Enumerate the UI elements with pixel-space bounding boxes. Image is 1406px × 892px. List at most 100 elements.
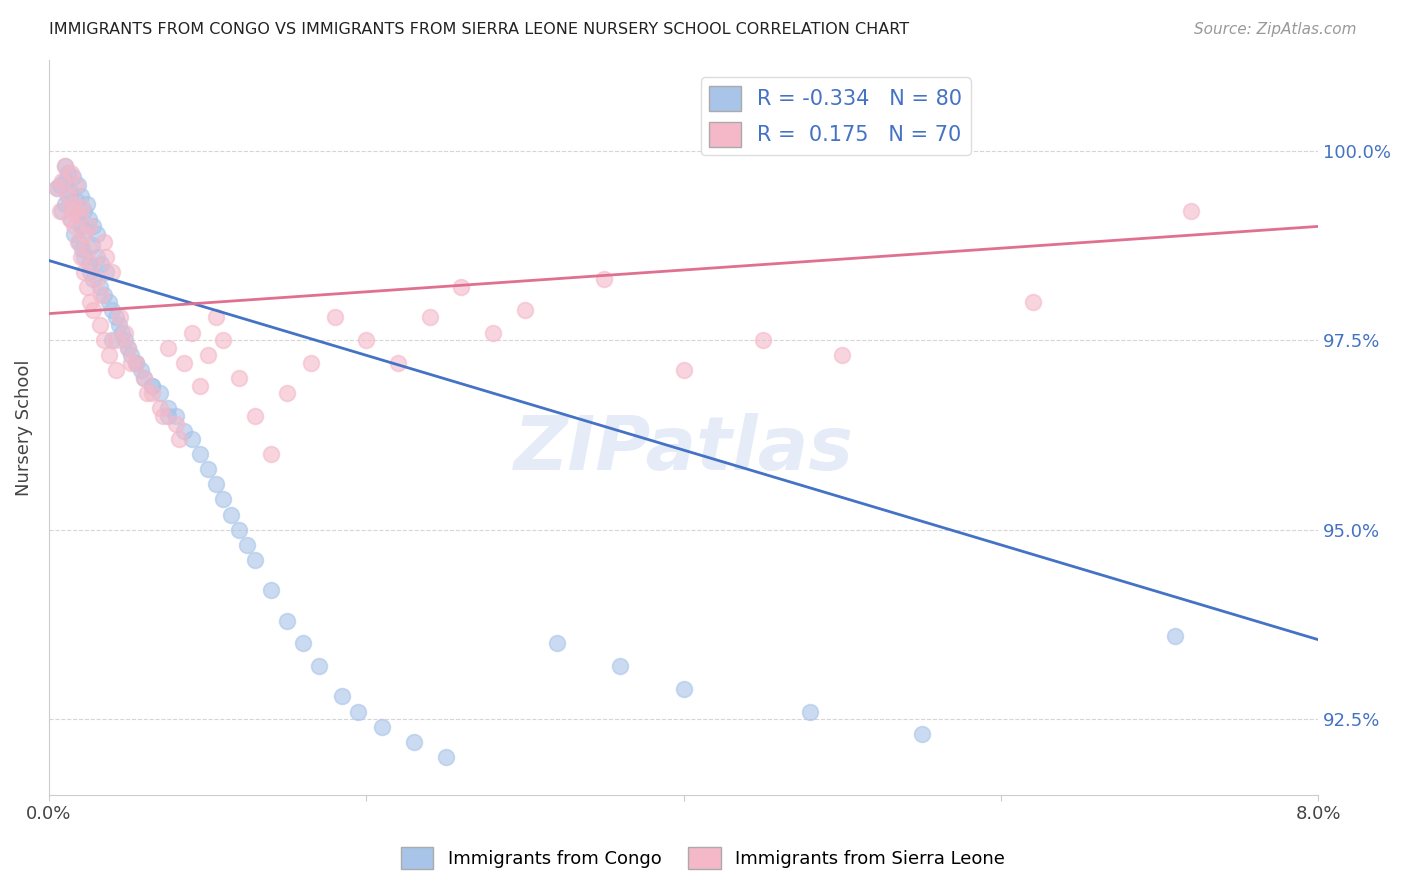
Point	[197, 462, 219, 476]
Point	[347, 705, 370, 719]
Point	[69, 250, 91, 264]
Point	[799, 705, 821, 719]
Text: Source: ZipAtlas.com: Source: ZipAtlas.com	[1194, 22, 1357, 37]
Point	[332, 690, 354, 704]
Point	[94, 265, 117, 279]
Point	[77, 219, 100, 234]
Point	[107, 318, 129, 332]
Point	[60, 211, 83, 226]
Point	[80, 238, 103, 252]
Point	[276, 614, 298, 628]
Point	[752, 333, 775, 347]
Point	[80, 257, 103, 271]
Point	[101, 265, 124, 279]
Point	[62, 204, 84, 219]
Point	[204, 477, 226, 491]
Point	[45, 181, 67, 195]
Point	[62, 170, 84, 185]
Point	[93, 235, 115, 249]
Point	[77, 242, 100, 256]
Point	[62, 196, 84, 211]
Point	[51, 204, 73, 219]
Point	[86, 272, 108, 286]
Point	[180, 432, 202, 446]
Point	[117, 341, 139, 355]
Point	[204, 310, 226, 325]
Point	[672, 681, 695, 696]
Point	[450, 280, 472, 294]
Point	[75, 223, 97, 237]
Point	[58, 186, 80, 200]
Point	[387, 356, 409, 370]
Point	[482, 326, 505, 340]
Point	[98, 295, 121, 310]
Point	[1164, 629, 1187, 643]
Point	[53, 196, 76, 211]
Point	[593, 272, 616, 286]
Point	[60, 166, 83, 180]
Point	[156, 401, 179, 416]
Point	[136, 386, 159, 401]
Point	[167, 432, 190, 446]
Point	[104, 363, 127, 377]
Point	[831, 348, 853, 362]
Point	[79, 265, 101, 279]
Point	[82, 219, 104, 234]
Point	[104, 310, 127, 325]
Point	[419, 310, 441, 325]
Point	[129, 363, 152, 377]
Point	[58, 211, 80, 226]
Point	[121, 348, 143, 362]
Point	[73, 250, 96, 264]
Point	[114, 326, 136, 340]
Point	[371, 720, 394, 734]
Point	[66, 178, 89, 192]
Point	[56, 166, 79, 180]
Point	[134, 371, 156, 385]
Point	[299, 356, 322, 370]
Point	[197, 348, 219, 362]
Point	[546, 636, 568, 650]
Point	[134, 371, 156, 385]
Point	[82, 302, 104, 317]
Point	[117, 341, 139, 355]
Point	[402, 735, 425, 749]
Point	[101, 302, 124, 317]
Point	[65, 178, 87, 192]
Point	[79, 295, 101, 310]
Point	[245, 409, 267, 423]
Point	[66, 235, 89, 249]
Point	[86, 227, 108, 241]
Point	[228, 371, 250, 385]
Point	[77, 257, 100, 271]
Point	[56, 189, 79, 203]
Point	[121, 356, 143, 370]
Point	[141, 386, 163, 401]
Point	[76, 280, 98, 294]
Point	[104, 333, 127, 347]
Point	[69, 189, 91, 203]
Point	[89, 280, 111, 294]
Point	[188, 378, 211, 392]
Point	[149, 401, 172, 416]
Point	[260, 583, 283, 598]
Text: IMMIGRANTS FROM CONGO VS IMMIGRANTS FROM SIERRA LEONE NURSERY SCHOOL CORRELATION: IMMIGRANTS FROM CONGO VS IMMIGRANTS FROM…	[49, 22, 910, 37]
Point	[672, 363, 695, 377]
Point	[260, 447, 283, 461]
Point	[72, 201, 94, 215]
Point	[53, 159, 76, 173]
Point	[63, 227, 86, 241]
Point	[45, 181, 67, 195]
Point	[101, 333, 124, 347]
Point	[77, 211, 100, 226]
Point	[66, 208, 89, 222]
Legend: R = -0.334   N = 80, R =  0.175   N = 70: R = -0.334 N = 80, R = 0.175 N = 70	[702, 78, 970, 155]
Point	[245, 553, 267, 567]
Legend: Immigrants from Congo, Immigrants from Sierra Leone: Immigrants from Congo, Immigrants from S…	[394, 839, 1012, 876]
Point	[188, 447, 211, 461]
Point	[180, 326, 202, 340]
Point	[308, 659, 330, 673]
Point	[73, 265, 96, 279]
Point	[434, 750, 457, 764]
Point	[75, 227, 97, 241]
